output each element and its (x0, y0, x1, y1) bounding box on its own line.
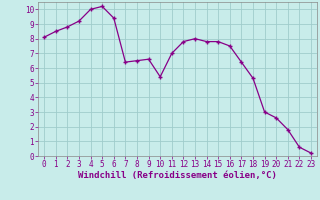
X-axis label: Windchill (Refroidissement éolien,°C): Windchill (Refroidissement éolien,°C) (78, 171, 277, 180)
